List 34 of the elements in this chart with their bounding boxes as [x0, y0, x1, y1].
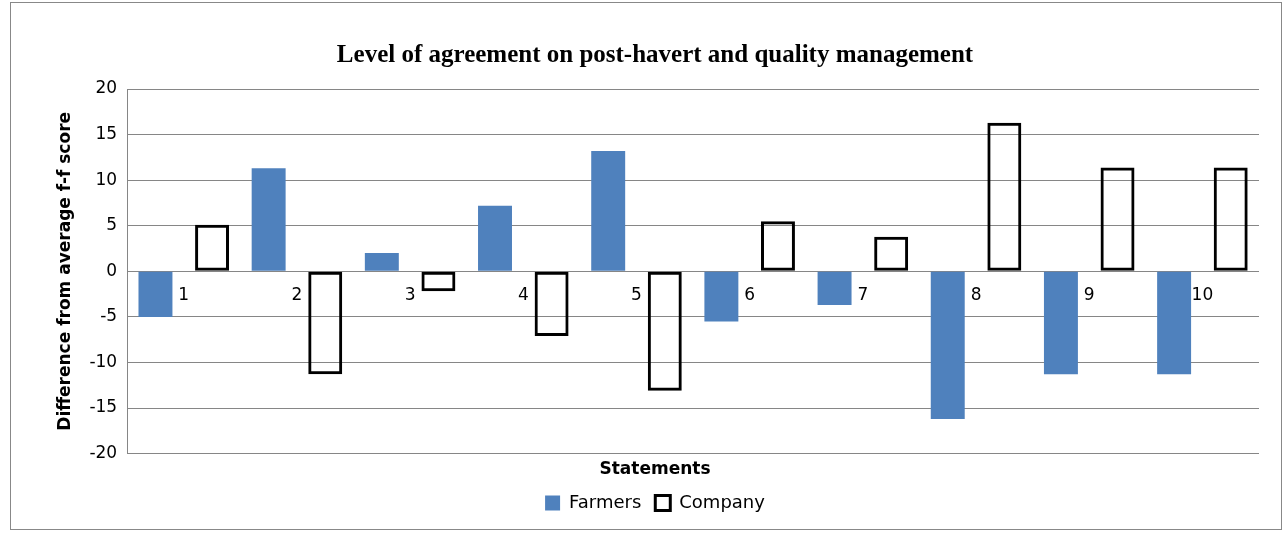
y-tick-label: -20 [89, 442, 118, 463]
y-axis-title: Difference from average f-f score [53, 111, 74, 431]
x-tick-label: 5 [631, 283, 642, 304]
bar [1043, 271, 1078, 375]
bar [364, 253, 399, 271]
y-tick-label: -5 [100, 305, 118, 326]
x-tick-label: 10 [1191, 283, 1214, 304]
y-tick-label: -15 [89, 396, 118, 417]
y-tick-label: 20 [95, 77, 118, 98]
y-tick-label: 15 [95, 123, 118, 143]
bar [138, 271, 173, 317]
legend-label: Company [679, 490, 766, 512]
x-tick-label: 7 [857, 283, 869, 304]
x-tick-label: 6 [744, 283, 756, 304]
bar [478, 205, 512, 271]
x-tick-label: 9 [1083, 283, 1095, 304]
y-tick-label: 5 [106, 214, 118, 235]
x-tick-label: 8 [970, 283, 982, 304]
bar [251, 168, 286, 271]
x-axis-title: Statements [599, 458, 711, 479]
legend-label: Farmers [569, 490, 642, 512]
y-tick-label: 10 [95, 168, 118, 189]
x-tick-label: 4 [517, 283, 529, 304]
y-tick-label: 0 [106, 259, 118, 280]
y-tick-label: -10 [89, 350, 118, 371]
bar [704, 271, 739, 322]
bar [817, 271, 852, 306]
bar [930, 271, 965, 419]
chart-title: Level of agreement on post-havert and quality management [336, 40, 974, 68]
x-tick-label: 3 [404, 283, 416, 304]
x-tick-label: 1 [178, 283, 190, 304]
bar [1157, 271, 1192, 375]
x-tick-label: 2 [291, 283, 303, 304]
bar [591, 150, 626, 271]
